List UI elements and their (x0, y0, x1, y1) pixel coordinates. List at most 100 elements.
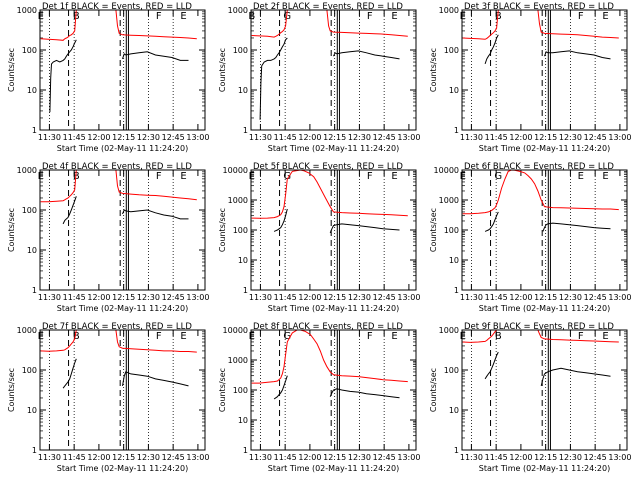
lld-series-line (537, 10, 619, 39)
interval-marker: E (391, 171, 397, 182)
y-tick-label: 10 (449, 256, 459, 265)
events-series-line (544, 50, 611, 60)
x-axis-label: Start Time (02-May-11 11:24:20) (268, 464, 399, 473)
y-tick-label: 1000 (439, 196, 459, 205)
events-series-line (49, 39, 77, 113)
lld-series-line (537, 330, 619, 343)
x-tick-label: 13:00 (397, 133, 420, 142)
lld-series-line (40, 10, 77, 41)
x-axis-label: Start Time (02-May-11 11:24:20) (57, 304, 188, 313)
y-tick-label: 100 (233, 226, 248, 235)
events-series-line (62, 358, 77, 389)
y-axis-label: Counts/sec (218, 208, 227, 252)
interval-marker: E (180, 171, 186, 182)
y-tick-label: 10000 (223, 326, 248, 335)
events-series-line (122, 209, 189, 220)
y-tick-label: 10 (27, 246, 37, 255)
x-tick-label: 11:45 (274, 453, 297, 462)
interval-marker: G (283, 11, 291, 22)
plot-frame (39, 9, 206, 131)
detector-panel-5: 1 10 100 1000 10000 11:30 11:45 12:00 12:15 12:30… (223, 166, 421, 302)
y-axis-label: Counts/sec (218, 48, 227, 92)
events-series-line (273, 208, 288, 232)
interval-marker: E (391, 331, 397, 342)
interval-marker: G (494, 171, 502, 182)
x-tick-label: 13:00 (608, 293, 631, 302)
detector-panel-9: 1 10 100 1000 11:30 11:45 12:00 12:15 12:30 12:45… (439, 326, 632, 462)
x-tick-label: 12:30 (559, 453, 582, 462)
y-tick-label: 1000 (17, 6, 37, 15)
y-tick-label: 100 (22, 366, 37, 375)
panel-title: Det 1f BLACK = Events, RED = LLD (42, 2, 192, 12)
x-tick-label: 12:45 (584, 133, 607, 142)
interval-marker: E (391, 11, 397, 22)
x-tick-label: 12:00 (509, 133, 532, 142)
events-series-line (122, 371, 189, 387)
detector-panel-4: 1 10 100 1000 11:30 11:45 12:00 12:15 12:30 12:45… (17, 166, 210, 302)
x-axis-label: Start Time (02-May-11 11:24:20) (479, 464, 610, 473)
plot-frame (461, 9, 628, 131)
x-tick-label: 11:30 (460, 293, 483, 302)
x-tick-label: 12:15 (534, 133, 557, 142)
plot-frame (461, 169, 628, 291)
x-tick-label: 11:30 (460, 133, 483, 142)
interval-marker: E (602, 11, 608, 22)
x-tick-label: 12:45 (584, 293, 607, 302)
x-tick-label: 11:30 (38, 453, 61, 462)
x-tick-label: 13:00 (186, 133, 209, 142)
x-tick-label: 12:00 (509, 453, 532, 462)
events-series-line (259, 37, 288, 120)
events-series-line (484, 211, 499, 232)
panel-title: Det 7f BLACK = Events, RED = LLD (42, 322, 192, 332)
interval-marker: G (283, 171, 291, 182)
detector-panel-1: 1 10 100 1000 11:30 11:45 12:00 12:15 12:30 12:45… (17, 6, 210, 142)
lld-series-line (326, 10, 408, 37)
y-tick-label: 10 (238, 416, 248, 425)
x-axis-label: Start Time (02-May-11 11:24:20) (479, 144, 610, 153)
x-tick-label: 12:30 (348, 453, 371, 462)
x-tick-label: 12:15 (534, 293, 557, 302)
detector-panel-7: 1 10 100 1000 11:30 11:45 12:00 12:15 12:30 12:45… (17, 326, 210, 462)
x-tick-label: 12:30 (559, 133, 582, 142)
y-tick-label: 1 (454, 286, 459, 295)
lld-series-line (251, 330, 408, 384)
y-tick-label: 100 (444, 46, 459, 55)
detector-panel-8: 1 10 100 1000 10000 11:30 11:45 12:00 12:15 12:30… (223, 326, 421, 462)
interval-marker: E (249, 331, 255, 342)
y-tick-label: 10 (27, 406, 37, 415)
x-tick-label: 11:45 (485, 453, 508, 462)
lld-series-line (462, 10, 499, 40)
y-tick-label: 100 (22, 206, 37, 215)
detector-panel-2: 1 10 100 1000 11:30 11:45 12:00 12:15 12:30 12:45… (228, 6, 421, 142)
events-series-line (542, 222, 611, 232)
y-tick-label: 10 (238, 256, 248, 265)
events-series-line (484, 351, 499, 380)
interval-marker: E (578, 171, 584, 182)
y-tick-label: 100 (233, 386, 248, 395)
y-axis-label: Counts/sec (429, 48, 438, 92)
y-tick-label: 100 (444, 366, 459, 375)
x-tick-label: 13:00 (608, 133, 631, 142)
x-tick-label: 12:30 (137, 293, 160, 302)
y-tick-label: 1 (243, 446, 248, 455)
x-tick-label: 12:15 (323, 133, 346, 142)
y-tick-label: 1 (454, 126, 459, 135)
y-tick-label: 10000 (223, 166, 248, 175)
y-tick-label: 1 (32, 126, 37, 135)
y-tick-label: 1 (32, 446, 37, 455)
interval-marker: E (180, 331, 186, 342)
interval-marker: E (249, 171, 255, 182)
x-tick-label: 11:45 (485, 293, 508, 302)
y-tick-label: 100 (233, 46, 248, 55)
lld-series-line (40, 330, 77, 352)
x-axis-label: Start Time (02-May-11 11:24:20) (479, 304, 610, 313)
x-tick-label: 13:00 (186, 293, 209, 302)
panel-title: Det 4f BLACK = Events, RED = LLD (42, 162, 192, 172)
x-tick-label: 12:45 (373, 133, 396, 142)
interval-marker: E (38, 331, 44, 342)
y-tick-label: 10 (27, 86, 37, 95)
panel-title: Det 2f BLACK = Events, RED = LLD (253, 2, 403, 12)
y-tick-label: 1000 (228, 356, 248, 365)
interval-marker: F (367, 331, 373, 342)
panel-title: Det 8f BLACK = Events, RED = LLD (253, 322, 403, 332)
